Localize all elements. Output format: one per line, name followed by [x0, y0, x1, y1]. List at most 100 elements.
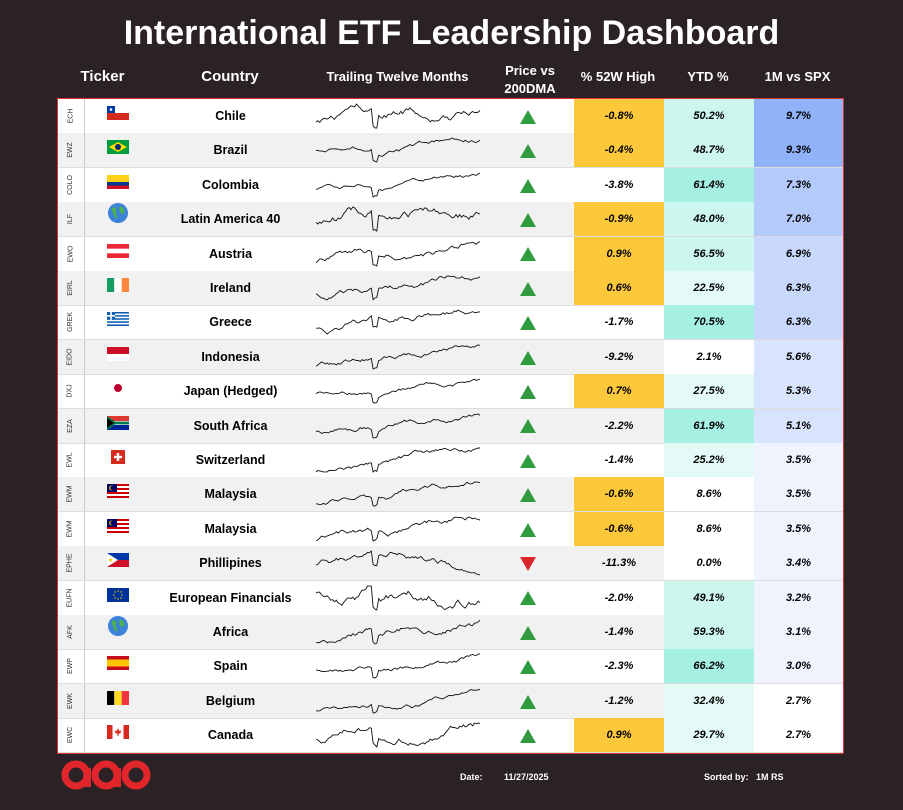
- 52w-high-value: -3.8%: [604, 178, 634, 191]
- 52w-high-value: 0.7%: [574, 374, 664, 409]
- 1m-spx-value: 2.7%: [754, 718, 843, 753]
- ytd-value: 48.0%: [664, 202, 754, 237]
- 1m-spx-value: 6.3%: [754, 271, 843, 305]
- 52w-high-value: -2.3%: [604, 660, 634, 673]
- ticker-label: EIDO: [67, 348, 74, 366]
- ttm-sparkline: [312, 477, 484, 511]
- 1m-spx-value: 5.6%: [754, 339, 843, 374]
- greece-flag: [103, 305, 133, 339]
- 1m-spx-value: 3.1%: [754, 615, 843, 649]
- up-arrow-icon: [498, 477, 558, 511]
- ticker-cell: GREK: [58, 305, 85, 340]
- philippines-flag: [103, 546, 133, 580]
- up-arrow-icon: [498, 684, 558, 718]
- chile-flag: [103, 99, 133, 133]
- country-label: Canada: [207, 728, 254, 743]
- up-arrow-icon: [498, 271, 558, 305]
- 1m-spx-value: 6.9%: [754, 236, 843, 271]
- ttm-sparkline: [312, 615, 484, 649]
- ttm-sparkline: [312, 546, 484, 580]
- up-arrow-icon: [498, 237, 558, 271]
- header-dma: Price vs 200DMA: [504, 63, 556, 96]
- ticker-cell: EWM: [58, 477, 85, 512]
- ticker-cell: EWM: [58, 511, 85, 546]
- ticker-cell: EWC: [58, 718, 85, 753]
- country-label: Greece: [209, 315, 252, 330]
- ticker-label: EWZ: [67, 142, 74, 159]
- header-ticker: Ticker: [80, 68, 125, 85]
- ticker-label: DXJ: [66, 384, 74, 398]
- ytd-value: 29.7%: [664, 718, 754, 753]
- 52w-high-value: 0.9%: [574, 236, 664, 271]
- up-arrow-icon: [498, 615, 558, 649]
- ticker-label: EZA: [67, 418, 74, 433]
- ireland-flag: [103, 271, 133, 305]
- table-row: EPHE Phillipines -11.3% 0.0% 3.4%: [58, 546, 843, 582]
- up-arrow-icon: [498, 649, 558, 683]
- ytd-value: 8.6%: [664, 511, 754, 546]
- ytd-value: 2.1%: [664, 339, 754, 374]
- spain-flag: [103, 649, 133, 683]
- up-arrow-icon: [498, 512, 558, 546]
- ytd-value: 0.0%: [664, 546, 754, 581]
- ticker-cell: EPHE: [58, 546, 85, 581]
- country-label: South Africa: [193, 418, 268, 433]
- 1m-spx-value: 3.5%: [754, 477, 843, 512]
- 52w-high-value: -1.4%: [604, 454, 634, 466]
- eu-flag: [103, 581, 133, 615]
- table-row: COLO Colombia -3.8% 61.4% 7.3%: [58, 167, 843, 203]
- up-arrow-icon: [498, 443, 558, 477]
- up-arrow-icon: [498, 581, 558, 615]
- brazil-flag: [103, 133, 133, 167]
- ytd-value: 27.5%: [664, 374, 754, 409]
- ytd-value: 61.9%: [664, 408, 754, 443]
- ticker-label: EWO: [66, 245, 74, 262]
- ttm-sparkline: [312, 271, 484, 305]
- country-label: European Financials: [169, 590, 292, 605]
- ticker-label: EWM: [66, 485, 74, 503]
- ticker-label: EIRL: [67, 280, 74, 296]
- 1m-spx-value: 3.4%: [754, 546, 843, 581]
- country-label: Colombia: [202, 177, 259, 192]
- up-arrow-icon: [498, 202, 558, 236]
- 1m-spx-value: 9.3%: [754, 133, 843, 168]
- table-row: EWK Belgium -1.2% 32.4% 2.7%: [58, 683, 843, 719]
- ttm-sparkline: [312, 340, 484, 374]
- ttm-sparkline: [312, 133, 484, 167]
- malaysia-flag: [103, 512, 133, 546]
- brand-logo-icon: [60, 758, 152, 797]
- ttm-sparkline: [312, 202, 484, 236]
- country-label: Malaysia: [204, 521, 257, 536]
- ytd-value: 66.2%: [664, 649, 754, 684]
- ticker-cell: EWK: [58, 683, 85, 718]
- up-arrow-icon: [498, 374, 558, 408]
- indonesia-flag: [103, 340, 133, 374]
- table-row: EWO Austria 0.9% 56.5% 6.9%: [58, 236, 843, 272]
- table-row: EWC Canada 0.9% 29.7% 2.7%: [58, 718, 843, 754]
- footer-sort-label: Sorted by:: [704, 772, 749, 782]
- ticker-cell: ILF: [58, 202, 85, 237]
- ytd-value: 48.7%: [664, 133, 754, 168]
- up-arrow-icon: [498, 168, 558, 202]
- table-row: AFK Africa -1.4% 59.3% 3.1%: [58, 615, 843, 650]
- 52w-high-value: -11.3%: [601, 557, 637, 570]
- belgium-flag: [103, 684, 133, 718]
- ticker-cell: ECH: [58, 99, 85, 133]
- country-label: Japan (Hedged): [183, 384, 278, 399]
- header-52w-high: % 52W High: [580, 69, 656, 84]
- ytd-value: 61.4%: [664, 167, 754, 202]
- austria-flag: [103, 237, 133, 271]
- country-label: Switzerland: [195, 453, 266, 467]
- table-row: EIDO Indonesia -9.2% 2.1% 5.6%: [58, 339, 843, 375]
- country-label: Austria: [208, 246, 253, 261]
- country-label: Phillipines: [199, 556, 262, 571]
- globe-africa-icon: [103, 615, 133, 649]
- ticker-label: EUFN: [67, 588, 74, 608]
- ttm-sparkline: [312, 718, 484, 752]
- ticker-cell: AFK: [58, 615, 85, 649]
- 52w-high-value: -0.6%: [574, 477, 664, 512]
- ticker-label: EWP: [66, 658, 74, 675]
- ytd-value: 8.6%: [664, 477, 754, 512]
- ytd-value: 70.5%: [664, 305, 754, 340]
- table-row: EZA South Africa -2.2% 61.9% 5.1%: [58, 408, 843, 444]
